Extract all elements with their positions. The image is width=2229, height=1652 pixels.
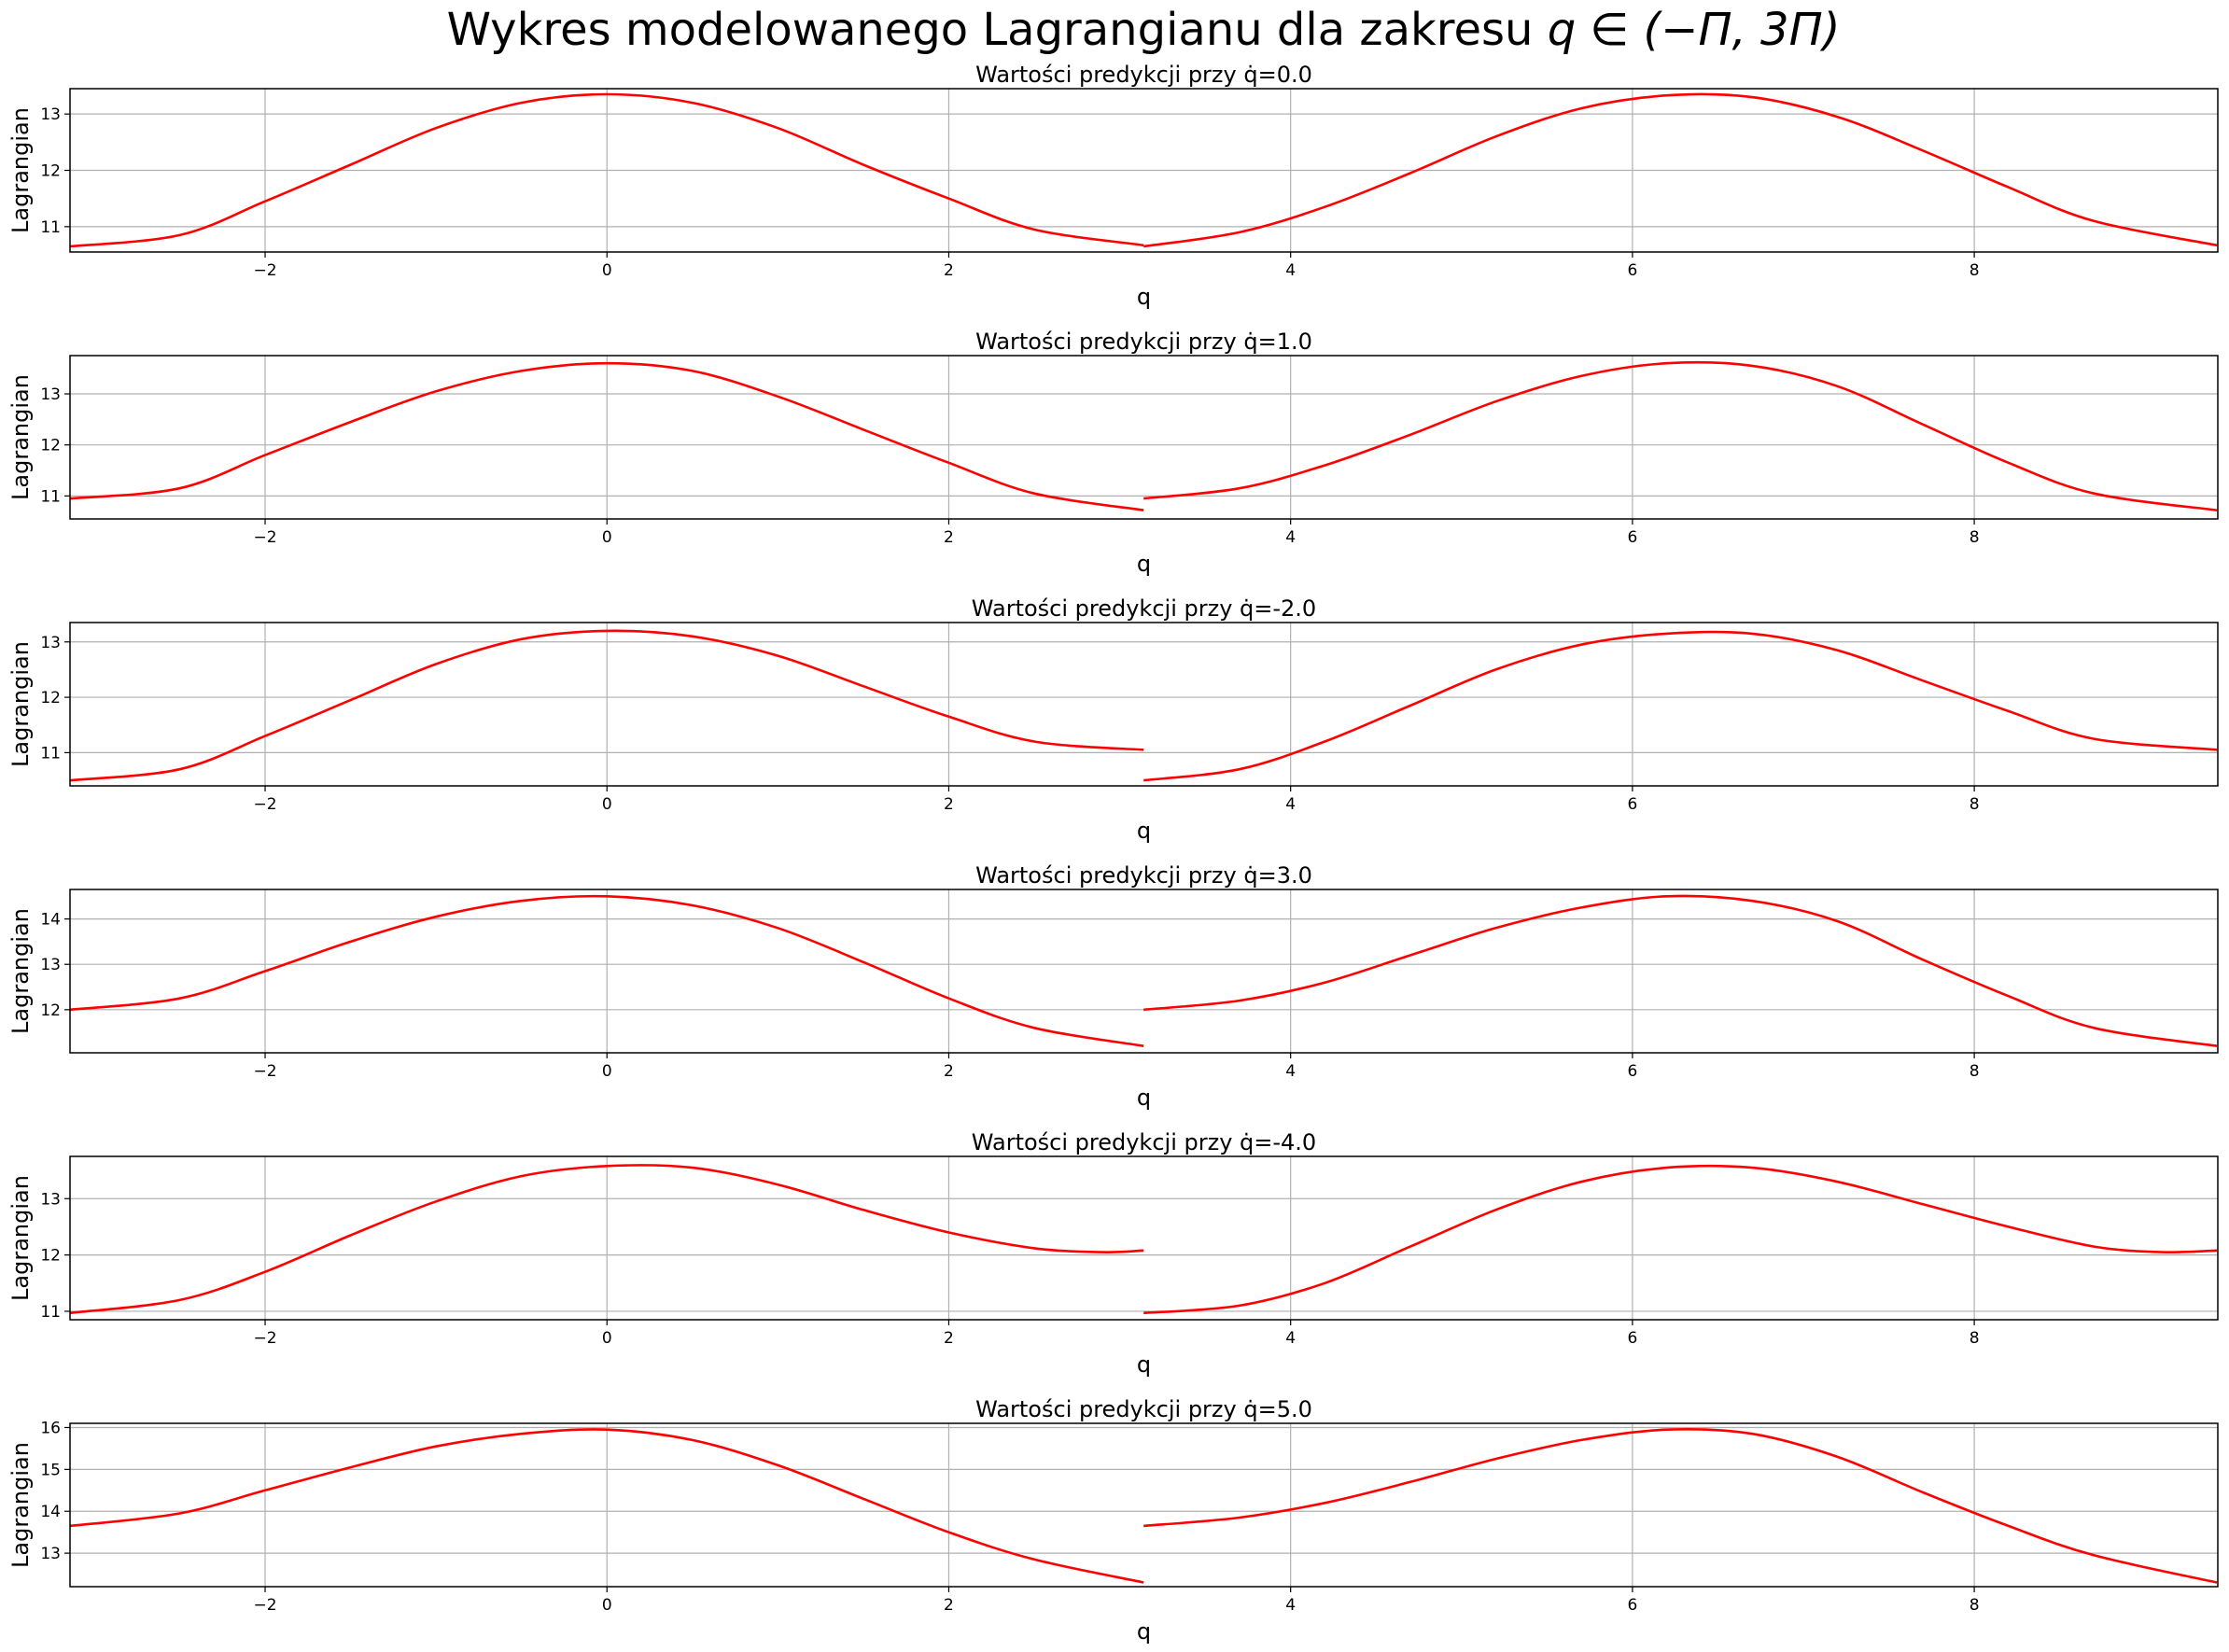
x-tick-label: 6 <box>1627 1062 1637 1081</box>
y-tick-label: 13 <box>40 634 61 652</box>
y-tick-label: 12 <box>40 437 61 455</box>
y-tick-label: 12 <box>40 1247 61 1266</box>
lagrangian-curve-segment-2 <box>1143 360 2218 511</box>
lagrangian-curve-segment-1 <box>70 92 1144 248</box>
subplot-grid: −2 0 2 4 6 8 11 12 13 Wartości predykcji przy q̇=… <box>7 62 2219 1645</box>
x-tick-label: 2 <box>944 1596 954 1615</box>
y-tick-label: 16 <box>40 1419 61 1437</box>
y-axis-label: Lagrangian <box>7 1175 34 1301</box>
y-axis-label: Lagrangian <box>7 908 34 1034</box>
x-tick-label: −2 <box>254 1062 277 1081</box>
lagrangian-curve-segment-2 <box>1143 894 2218 1047</box>
x-tick-label: 8 <box>1970 1329 1980 1348</box>
x-tick-label: 4 <box>1285 1329 1296 1348</box>
y-tick-label: 13 <box>40 956 61 974</box>
x-tick-label: 6 <box>1627 528 1637 547</box>
y-axis-label: Lagrangian <box>7 374 34 500</box>
y-tick-label: 14 <box>40 1503 61 1521</box>
y-tick-label: 13 <box>40 1190 61 1209</box>
x-tick-label: 6 <box>1627 1596 1637 1615</box>
x-tick-label: 4 <box>1285 1596 1296 1615</box>
subplot-title: Wartości predykcji przy q̇=5.0 <box>975 1396 1312 1422</box>
x-tick-label: 4 <box>1285 1062 1296 1081</box>
y-axis-label: Lagrangian <box>7 107 34 233</box>
x-tick-label: 8 <box>1970 1062 1980 1081</box>
x-tick-label: −2 <box>254 1596 277 1615</box>
x-axis-label: q <box>1137 818 1151 844</box>
subplot-5: −2 0 2 4 6 8 11 12 13 Wartości predykcji przy q̇=… <box>7 1129 2219 1378</box>
lagrangian-curve-segment-1 <box>70 1164 1144 1315</box>
subplot-title: Wartości predykcji przy q̇=-4.0 <box>972 1129 1316 1155</box>
x-tick-label: 4 <box>1285 795 1296 814</box>
y-tick-label: 12 <box>40 162 61 181</box>
x-axis-label: q <box>1137 1351 1151 1378</box>
y-tick-label: 12 <box>40 689 61 707</box>
lagrangian-curve-segment-1 <box>70 894 1144 1047</box>
y-tick-label: 13 <box>40 385 61 404</box>
y-tick-label: 11 <box>40 218 61 237</box>
y-tick-label: 11 <box>40 744 61 763</box>
x-tick-label: −2 <box>254 795 277 814</box>
x-tick-label: 0 <box>602 1329 612 1348</box>
lagrangian-curve-segment-2 <box>1143 1427 2218 1584</box>
y-tick-label: 11 <box>40 487 61 506</box>
lagrangian-curve-segment-2 <box>1143 630 2218 782</box>
x-axis-label: q <box>1137 284 1151 310</box>
plot-area-frame <box>69 1422 2219 1588</box>
subplot-6: −2 0 2 4 6 8 13 14 15 16 Wartości predykcji przy q… <box>7 1396 2219 1645</box>
y-tick-label: 15 <box>40 1461 61 1479</box>
figure-title: Wykres modelowanego Lagrangianu dla zakr… <box>447 4 1841 56</box>
lagrangian-curve-segment-1 <box>70 1428 1144 1584</box>
x-tick-label: 2 <box>944 1062 954 1081</box>
x-axis-label: q <box>1137 1085 1151 1111</box>
plot-area-frame <box>69 1155 2219 1321</box>
subplot-4: −2 0 2 4 6 8 12 13 14 Wartości predykcji przy q̇=… <box>7 862 2219 1111</box>
x-tick-label: 8 <box>1970 1596 1980 1615</box>
x-tick-label: 4 <box>1285 261 1296 280</box>
subplot-2: −2 0 2 4 6 8 11 12 13 Wartości predykcji przy q̇=… <box>7 329 2219 577</box>
x-axis-label: q <box>1137 551 1151 577</box>
x-tick-label: 8 <box>1970 795 1980 814</box>
subplot-3: −2 0 2 4 6 8 11 12 13 Wartości predykcji przy q̇=… <box>7 595 2219 844</box>
subplot-1: −2 0 2 4 6 8 11 12 13 Wartości predykcji przy q̇=… <box>7 62 2219 310</box>
x-tick-label: 2 <box>944 528 954 547</box>
x-tick-label: 0 <box>602 795 612 814</box>
lagrangian-curve-segment-2 <box>1143 92 2218 248</box>
x-tick-label: 0 <box>602 528 612 547</box>
x-tick-label: 2 <box>944 261 954 280</box>
x-tick-label: −2 <box>254 528 277 547</box>
subplot-title: Wartości predykcji przy q̇=0.0 <box>975 62 1312 88</box>
plot-area-frame <box>69 622 2219 787</box>
x-tick-label: 2 <box>944 795 954 814</box>
y-axis-label: Lagrangian <box>7 1442 34 1568</box>
x-tick-label: 0 <box>602 261 612 280</box>
y-tick-label: 14 <box>40 911 61 930</box>
y-axis-label: Lagrangian <box>7 641 34 767</box>
subplot-title: Wartości predykcji przy q̇=3.0 <box>975 862 1312 889</box>
y-tick-label: 11 <box>40 1303 61 1322</box>
y-tick-label: 13 <box>40 105 61 124</box>
lagrangian-curve-segment-1 <box>70 361 1144 511</box>
x-tick-label: 6 <box>1627 795 1637 814</box>
y-tick-label: 13 <box>40 1545 61 1563</box>
x-axis-label: q <box>1137 1618 1151 1645</box>
x-tick-label: −2 <box>254 261 277 280</box>
lagrangian-curve-segment-1 <box>70 629 1144 782</box>
x-tick-label: 2 <box>944 1329 954 1348</box>
y-tick-label: 12 <box>40 1001 61 1020</box>
plot-area-frame <box>69 889 2219 1054</box>
subplot-title: Wartości predykcji przy q̇=-2.0 <box>972 595 1316 622</box>
x-tick-label: 0 <box>602 1062 612 1081</box>
x-tick-label: 4 <box>1285 528 1296 547</box>
x-tick-label: 6 <box>1627 261 1637 280</box>
x-tick-label: −2 <box>254 1329 277 1348</box>
lagrangian-curve-segment-2 <box>1143 1164 2218 1315</box>
x-tick-label: 8 <box>1970 528 1980 547</box>
x-tick-label: 8 <box>1970 261 1980 280</box>
x-tick-label: 6 <box>1627 1329 1637 1348</box>
x-tick-label: 0 <box>602 1596 612 1615</box>
plot-area-frame <box>69 355 2219 520</box>
subplot-title: Wartości predykcji przy q̇=1.0 <box>975 329 1312 355</box>
